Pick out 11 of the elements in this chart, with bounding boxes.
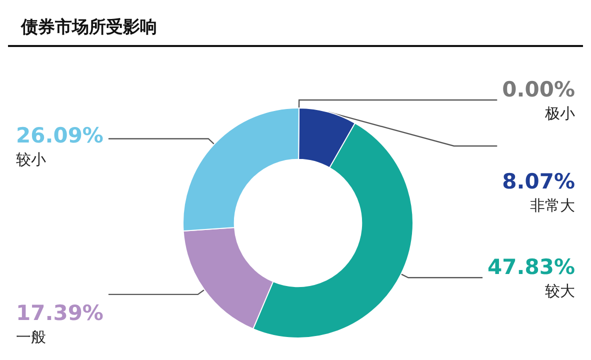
data-label: 8.07% xyxy=(502,170,575,194)
slice-label: 较小 xyxy=(16,150,46,169)
data-label: 47.83% xyxy=(488,255,575,280)
data-label: 26.09% xyxy=(16,124,104,148)
chart-title: 债券市场所受影响 xyxy=(20,18,157,38)
slice-label: 非常大 xyxy=(530,196,575,215)
text: 0.00% xyxy=(502,78,575,102)
category-label: 极小 xyxy=(545,104,575,123)
data-label: 17.39% xyxy=(16,301,104,326)
slice-label: 较大 xyxy=(545,282,575,300)
slice-label: 一般 xyxy=(16,328,46,346)
